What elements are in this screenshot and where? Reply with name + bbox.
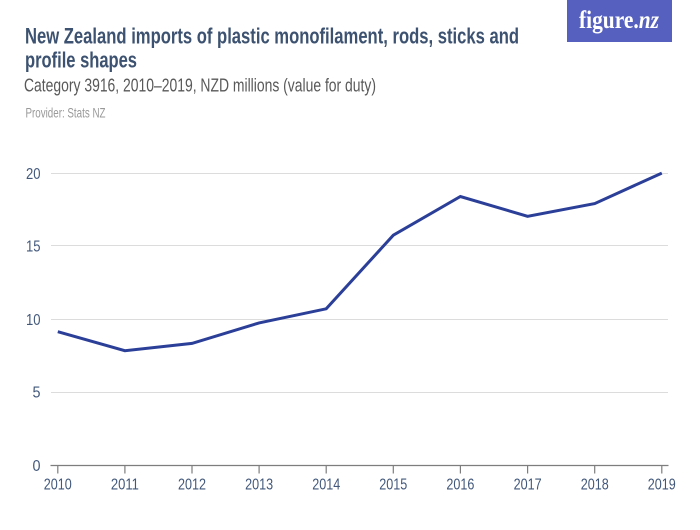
svg-text:5: 5: [33, 385, 41, 402]
svg-text:2018: 2018: [581, 477, 609, 494]
svg-text:New Zealand imports of plastic: New Zealand imports of plastic monofilam…: [25, 24, 519, 49]
svg-text:2010: 2010: [44, 477, 72, 494]
svg-text:2013: 2013: [245, 477, 273, 494]
svg-text:2019: 2019: [648, 477, 676, 494]
svg-text:Provider: Stats NZ: Provider: Stats NZ: [26, 105, 106, 121]
svg-text:0: 0: [33, 458, 41, 475]
svg-text:2015: 2015: [379, 477, 407, 494]
svg-text:2016: 2016: [446, 477, 474, 494]
svg-text:2012: 2012: [178, 477, 206, 494]
svg-text:Category 3916, 2010–2019, NZD: Category 3916, 2010–2019, NZD millions (…: [24, 76, 376, 96]
svg-text:15: 15: [26, 239, 41, 256]
svg-text:profile shapes: profile shapes: [25, 48, 137, 73]
svg-text:10: 10: [26, 312, 41, 329]
svg-text:2017: 2017: [514, 477, 542, 494]
svg-text:2014: 2014: [312, 477, 340, 494]
svg-text:2011: 2011: [111, 477, 139, 494]
svg-text:figure.nz: figure.nz: [579, 7, 659, 34]
svg-text:20: 20: [26, 166, 41, 183]
